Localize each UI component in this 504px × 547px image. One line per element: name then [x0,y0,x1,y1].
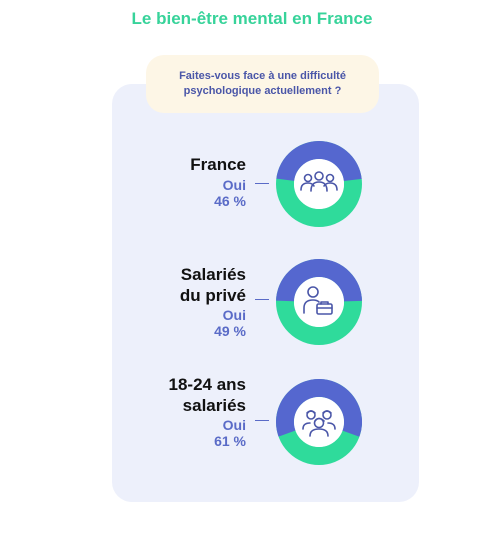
answer-value: 46 % [214,193,246,209]
connector-line [255,420,269,421]
donut-oui-arc [276,379,362,465]
donut-svg [276,259,362,345]
question-line-1: Faites-vous face à une difficulté [179,70,346,82]
stat-answer: Oui 61 % [214,417,246,449]
stat-label-line: 18-24 ans [168,375,247,394]
stat-answer: Oui 46 % [214,177,246,209]
donut-svg [276,141,362,227]
donut-chart [276,141,362,227]
stat-answer: Oui 49 % [214,307,246,339]
stat-label-line: Salariés [180,265,246,284]
answer-label: Oui [222,177,246,193]
connector-line [255,183,269,184]
stat-label-line: du privé [179,286,246,305]
stat-label: Salariés du privé [180,264,246,306]
answer-label: Oui [222,417,246,433]
donut-hole [294,159,344,209]
group-icon [300,171,338,192]
stat-label-line: salariés [182,396,246,415]
question-line-2: psychologique actuellement ? [183,85,342,97]
stat-label-line: France [190,155,246,174]
stat-label: 18-24 ans salariés [169,374,247,416]
donut-chart [276,259,362,345]
answer-label: Oui [222,307,246,323]
question-bubble: Faites-vous face à une difficulté psycho… [146,55,379,113]
young-people-icon [302,410,336,437]
employee-briefcase-icon [303,286,333,315]
answer-value: 49 % [214,323,246,339]
donut-chart [276,379,362,465]
donut-svg [276,379,362,465]
stat-label: France [190,154,246,175]
connector-line [255,299,269,300]
content-panel [112,84,419,502]
donut-hole [294,397,344,447]
answer-value: 61 % [214,433,246,449]
page-title: Le bien-être mental en France [131,9,373,28]
